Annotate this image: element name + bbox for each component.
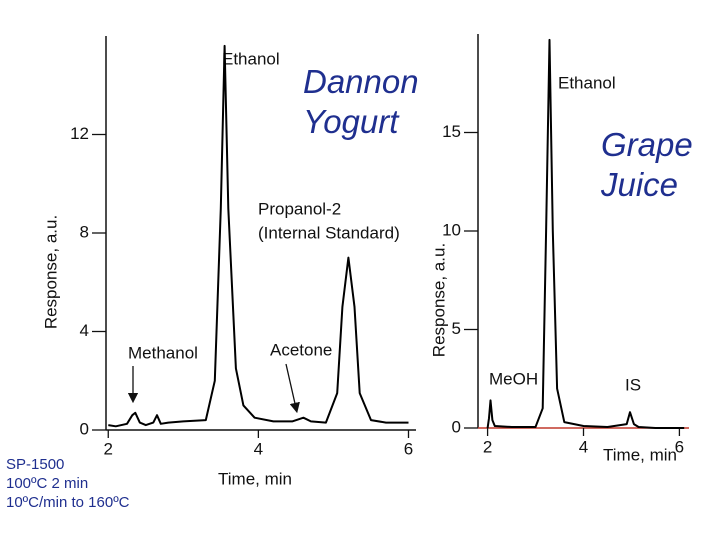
chart-title: Grape Juice: [601, 126, 693, 203]
chart-title: Dannon Yogurt: [303, 63, 419, 140]
y-tick-label: 0: [80, 419, 89, 438]
annotation: (Internal Standard): [258, 223, 400, 242]
y-axis-label: Response, a.u.: [429, 243, 448, 357]
note: 10ºC/min to 160ºC: [6, 494, 130, 511]
x-tick-label: 6: [404, 439, 413, 458]
y-tick-label: 0: [452, 417, 461, 436]
annotation: Ethanol: [222, 49, 280, 68]
annotation: Acetone: [270, 340, 332, 359]
annotation: Ethanol: [558, 73, 616, 92]
y-axis-label: Response, a.u.: [41, 215, 60, 329]
x-tick-label: 2: [104, 439, 113, 458]
y-tick-label: 4: [80, 321, 89, 340]
x-tick-label: 4: [254, 439, 263, 458]
arrow: [285, 363, 300, 414]
x-axis-label: Time, min: [218, 469, 292, 488]
x-tick-label: 4: [579, 437, 588, 456]
y-tick-label: 8: [80, 222, 89, 241]
trace: [486, 38, 685, 429]
y-tick-label: 10: [442, 220, 461, 239]
y-tick-label: 5: [452, 319, 461, 338]
y-tick-label: 15: [442, 122, 461, 141]
annotation: Methanol: [128, 343, 198, 362]
annotation: Propanol-2: [258, 199, 341, 218]
x-tick-label: 2: [483, 437, 492, 456]
annotation: IS: [625, 375, 641, 394]
x-tick-label: 6: [675, 437, 684, 456]
note: 100ºC 2 min: [6, 475, 89, 492]
annotation: MeOH: [489, 369, 538, 388]
notes: SP-1500 100ºC 2 min 10ºC/min to 160ºC: [6, 455, 130, 512]
y-tick-label: 12: [70, 124, 89, 143]
note: SP-1500: [6, 456, 65, 473]
x-axis-label: Time, min: [603, 445, 677, 464]
trace: [108, 44, 409, 428]
